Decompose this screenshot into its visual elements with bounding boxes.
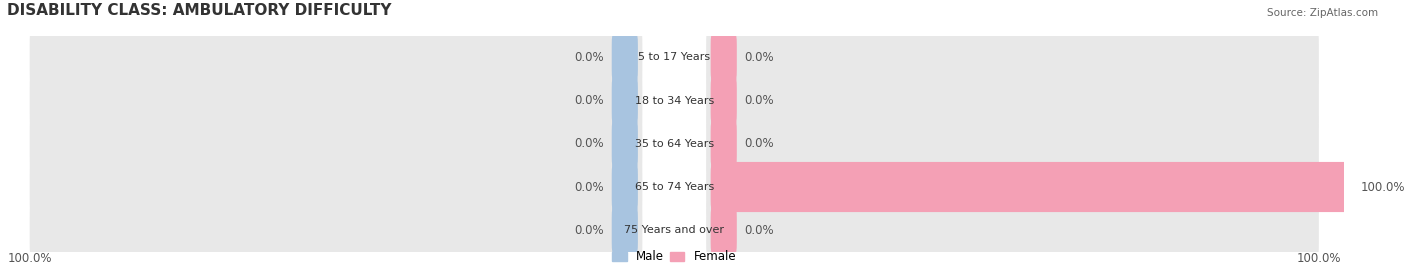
Text: 100.0%: 100.0%: [7, 252, 52, 265]
FancyBboxPatch shape: [612, 32, 638, 82]
FancyBboxPatch shape: [706, 22, 1319, 92]
FancyBboxPatch shape: [612, 162, 638, 212]
FancyBboxPatch shape: [710, 32, 737, 82]
FancyBboxPatch shape: [710, 119, 737, 169]
Legend: Male, Female: Male, Female: [613, 250, 737, 263]
Text: 0.0%: 0.0%: [575, 51, 605, 64]
FancyBboxPatch shape: [710, 162, 1353, 212]
Text: 0.0%: 0.0%: [744, 51, 775, 64]
FancyBboxPatch shape: [710, 76, 737, 126]
Text: Source: ZipAtlas.com: Source: ZipAtlas.com: [1267, 8, 1378, 18]
Text: DISABILITY CLASS: AMBULATORY DIFFICULTY: DISABILITY CLASS: AMBULATORY DIFFICULTY: [7, 3, 392, 19]
FancyBboxPatch shape: [612, 76, 638, 126]
Text: 65 to 74 Years: 65 to 74 Years: [634, 182, 714, 192]
Text: 35 to 64 Years: 35 to 64 Years: [634, 139, 714, 149]
Text: 0.0%: 0.0%: [744, 94, 775, 107]
FancyBboxPatch shape: [706, 195, 1319, 265]
FancyBboxPatch shape: [706, 109, 1319, 179]
Text: 0.0%: 0.0%: [575, 180, 605, 193]
FancyBboxPatch shape: [706, 66, 1319, 136]
Text: 18 to 34 Years: 18 to 34 Years: [634, 95, 714, 105]
FancyBboxPatch shape: [30, 152, 643, 222]
FancyBboxPatch shape: [30, 195, 643, 265]
FancyBboxPatch shape: [710, 205, 737, 255]
FancyBboxPatch shape: [612, 205, 638, 255]
Text: 75 Years and over: 75 Years and over: [624, 225, 724, 235]
Text: 0.0%: 0.0%: [744, 224, 775, 237]
Text: 100.0%: 100.0%: [1361, 180, 1405, 193]
FancyBboxPatch shape: [30, 109, 643, 179]
Text: 100.0%: 100.0%: [1296, 252, 1341, 265]
Text: 0.0%: 0.0%: [744, 137, 775, 150]
FancyBboxPatch shape: [30, 66, 643, 136]
Text: 5 to 17 Years: 5 to 17 Years: [638, 52, 710, 62]
FancyBboxPatch shape: [706, 152, 1319, 222]
FancyBboxPatch shape: [612, 119, 638, 169]
Text: 0.0%: 0.0%: [575, 137, 605, 150]
Text: 0.0%: 0.0%: [575, 94, 605, 107]
FancyBboxPatch shape: [30, 22, 643, 92]
Text: 0.0%: 0.0%: [575, 224, 605, 237]
